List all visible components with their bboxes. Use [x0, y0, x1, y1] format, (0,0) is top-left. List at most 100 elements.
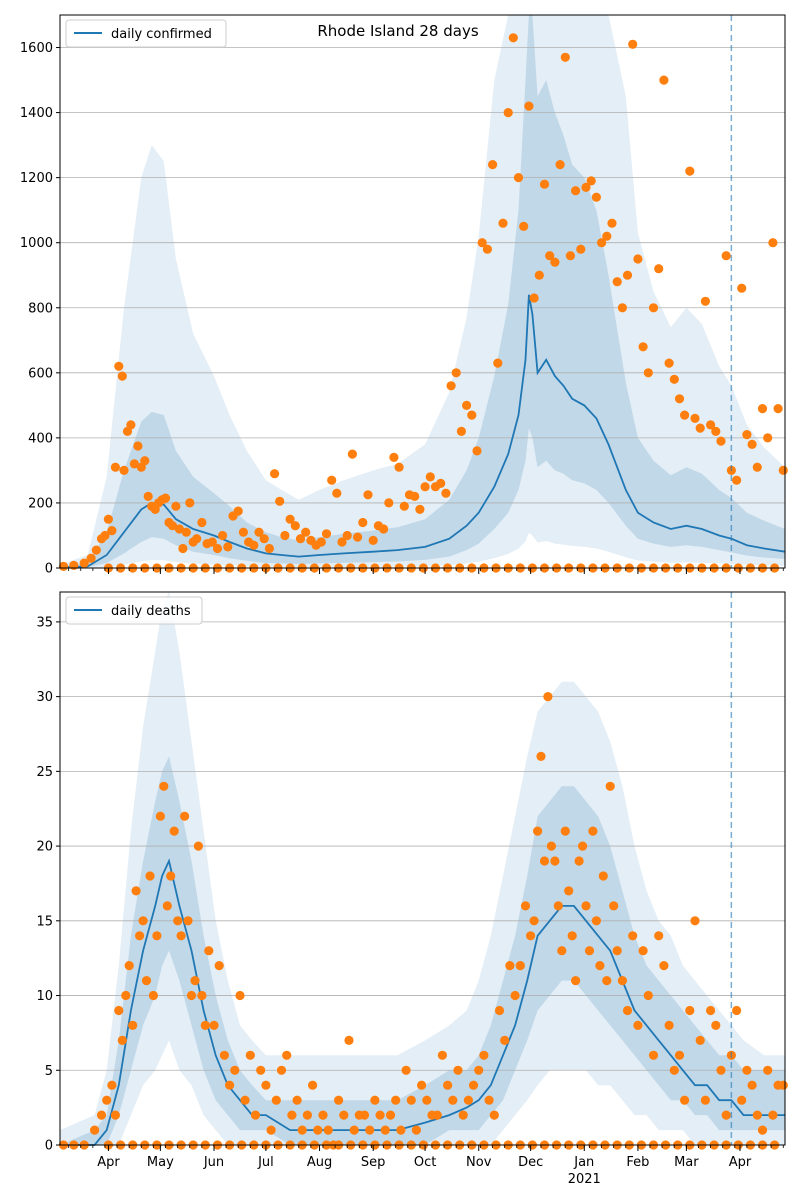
data-point [375, 1110, 385, 1120]
data-point [508, 33, 518, 43]
data-point [633, 254, 643, 264]
y-tick-label: 35 [36, 615, 53, 630]
panel-daily-confirmed: 0 200 400 600 800 1000 1200 1400 1600 Rhode Isla… [20, 14, 788, 577]
data-point [126, 420, 136, 430]
axes-frame [59, 591, 786, 1146]
data-point [138, 916, 148, 926]
data-point [690, 916, 700, 926]
data-point [337, 537, 347, 547]
y-tick-label: 1000 [20, 236, 53, 251]
data-point [588, 826, 598, 836]
data-point [380, 1125, 390, 1135]
data-point [468, 1080, 479, 1090]
data-point [567, 931, 577, 941]
data-point [539, 179, 550, 189]
data-point [546, 841, 557, 851]
data-point [550, 257, 560, 267]
data-point [654, 931, 664, 941]
data-point [114, 361, 124, 371]
x-tick-label: Mar [674, 1155, 699, 1170]
data-point [417, 1080, 427, 1090]
data-point [648, 303, 659, 313]
data-point [233, 506, 243, 516]
data-point [602, 976, 612, 986]
data-point [204, 946, 214, 956]
data-point [406, 1095, 416, 1105]
data-point [425, 472, 435, 482]
data-point [617, 976, 628, 986]
data-point [308, 1080, 318, 1090]
data-point [114, 1005, 124, 1016]
data-point [578, 841, 588, 851]
data-point [193, 841, 203, 851]
y-tick-label: 5 [45, 1064, 53, 1079]
data-point [721, 251, 731, 261]
data-point [482, 244, 492, 254]
data-point [209, 1020, 219, 1030]
data-point [456, 426, 466, 436]
data-point [721, 1110, 731, 1120]
data-point [295, 534, 306, 544]
data-point [550, 856, 560, 866]
data-point [58, 561, 69, 572]
data-point [742, 430, 752, 440]
data-point [141, 976, 152, 986]
data-point [207, 537, 217, 547]
data-point [422, 1095, 432, 1105]
data-point [778, 1080, 788, 1090]
data-point [385, 1110, 396, 1120]
data-point [155, 811, 165, 821]
data-point [489, 1110, 499, 1120]
data-point [591, 916, 602, 926]
data-point [503, 108, 513, 118]
data-point [249, 540, 259, 550]
data-point [69, 560, 79, 571]
line-daily-deaths [60, 858, 785, 1146]
data-point [230, 1065, 240, 1075]
data-point [437, 1050, 447, 1060]
data-point [747, 1080, 757, 1090]
chart-title: Rhode Island 28 days [317, 22, 478, 40]
data-point [595, 961, 605, 971]
data-point [225, 1080, 235, 1090]
data-point [223, 542, 233, 552]
data-point [742, 1065, 752, 1075]
data-point [680, 1095, 690, 1105]
data-point [145, 871, 155, 881]
data-point [778, 465, 788, 475]
x-tick-label: Apr [97, 1155, 120, 1170]
data-point [110, 1110, 120, 1120]
data-point [285, 514, 295, 524]
data-point [477, 238, 487, 248]
data-point [584, 946, 595, 956]
uncertainty-bands [60, 15, 785, 568]
data-point [107, 1080, 117, 1090]
data-point [520, 901, 531, 911]
data-point [737, 283, 747, 293]
x-tick-label: Aug [307, 1155, 332, 1170]
data-point [129, 459, 139, 469]
data-point [669, 1065, 679, 1075]
y-tick-label: 200 [28, 496, 53, 511]
data-point [533, 826, 543, 836]
data-point [261, 1080, 271, 1090]
data-point [162, 901, 172, 911]
data-point [453, 1065, 463, 1075]
data-point [669, 374, 679, 384]
data-point [271, 1095, 281, 1105]
data-point [318, 1110, 328, 1120]
x-tick-label: Nov [466, 1155, 492, 1170]
data-point [467, 410, 477, 420]
data-point [768, 238, 778, 248]
data-point [700, 1095, 711, 1105]
data-point [757, 404, 768, 414]
data-point [598, 871, 608, 881]
data-point [536, 751, 546, 762]
data-point [192, 534, 202, 544]
data-point [545, 251, 555, 261]
data-point [700, 296, 711, 306]
x-tick-label: Feb [626, 1155, 649, 1170]
data-point [576, 244, 586, 254]
data-point [674, 394, 685, 404]
